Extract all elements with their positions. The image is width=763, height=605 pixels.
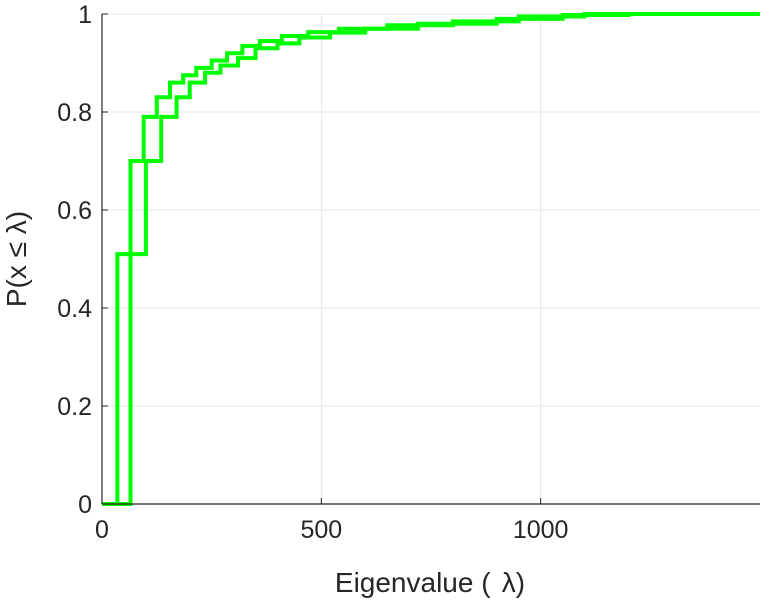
x-tick-label: 0 xyxy=(95,516,109,544)
x-tick-label: 1000 xyxy=(513,516,569,544)
x-axis-label: Eigenvalue ( λ) xyxy=(335,567,525,598)
y-axis-label: P(x ≤ λ) xyxy=(1,211,32,307)
x-tick-label: 500 xyxy=(300,516,342,544)
axes xyxy=(101,13,760,505)
tick-labels: 0 500 1000 0 0.2 0.4 0.6 0.8 1 xyxy=(57,1,568,544)
y-tick-label: 0.6 xyxy=(57,197,92,225)
grid xyxy=(102,13,760,504)
y-tick-label: 0.2 xyxy=(57,393,92,421)
y-tick-label: 1 xyxy=(78,1,92,29)
series-lines xyxy=(102,12,760,506)
y-tick-label: 0.4 xyxy=(57,295,92,323)
y-tick-label: 0 xyxy=(78,491,92,519)
cdf-series-line-1 xyxy=(102,12,760,506)
cdf-series-line-2 xyxy=(102,12,760,506)
y-tick-label: 0.8 xyxy=(57,99,92,127)
